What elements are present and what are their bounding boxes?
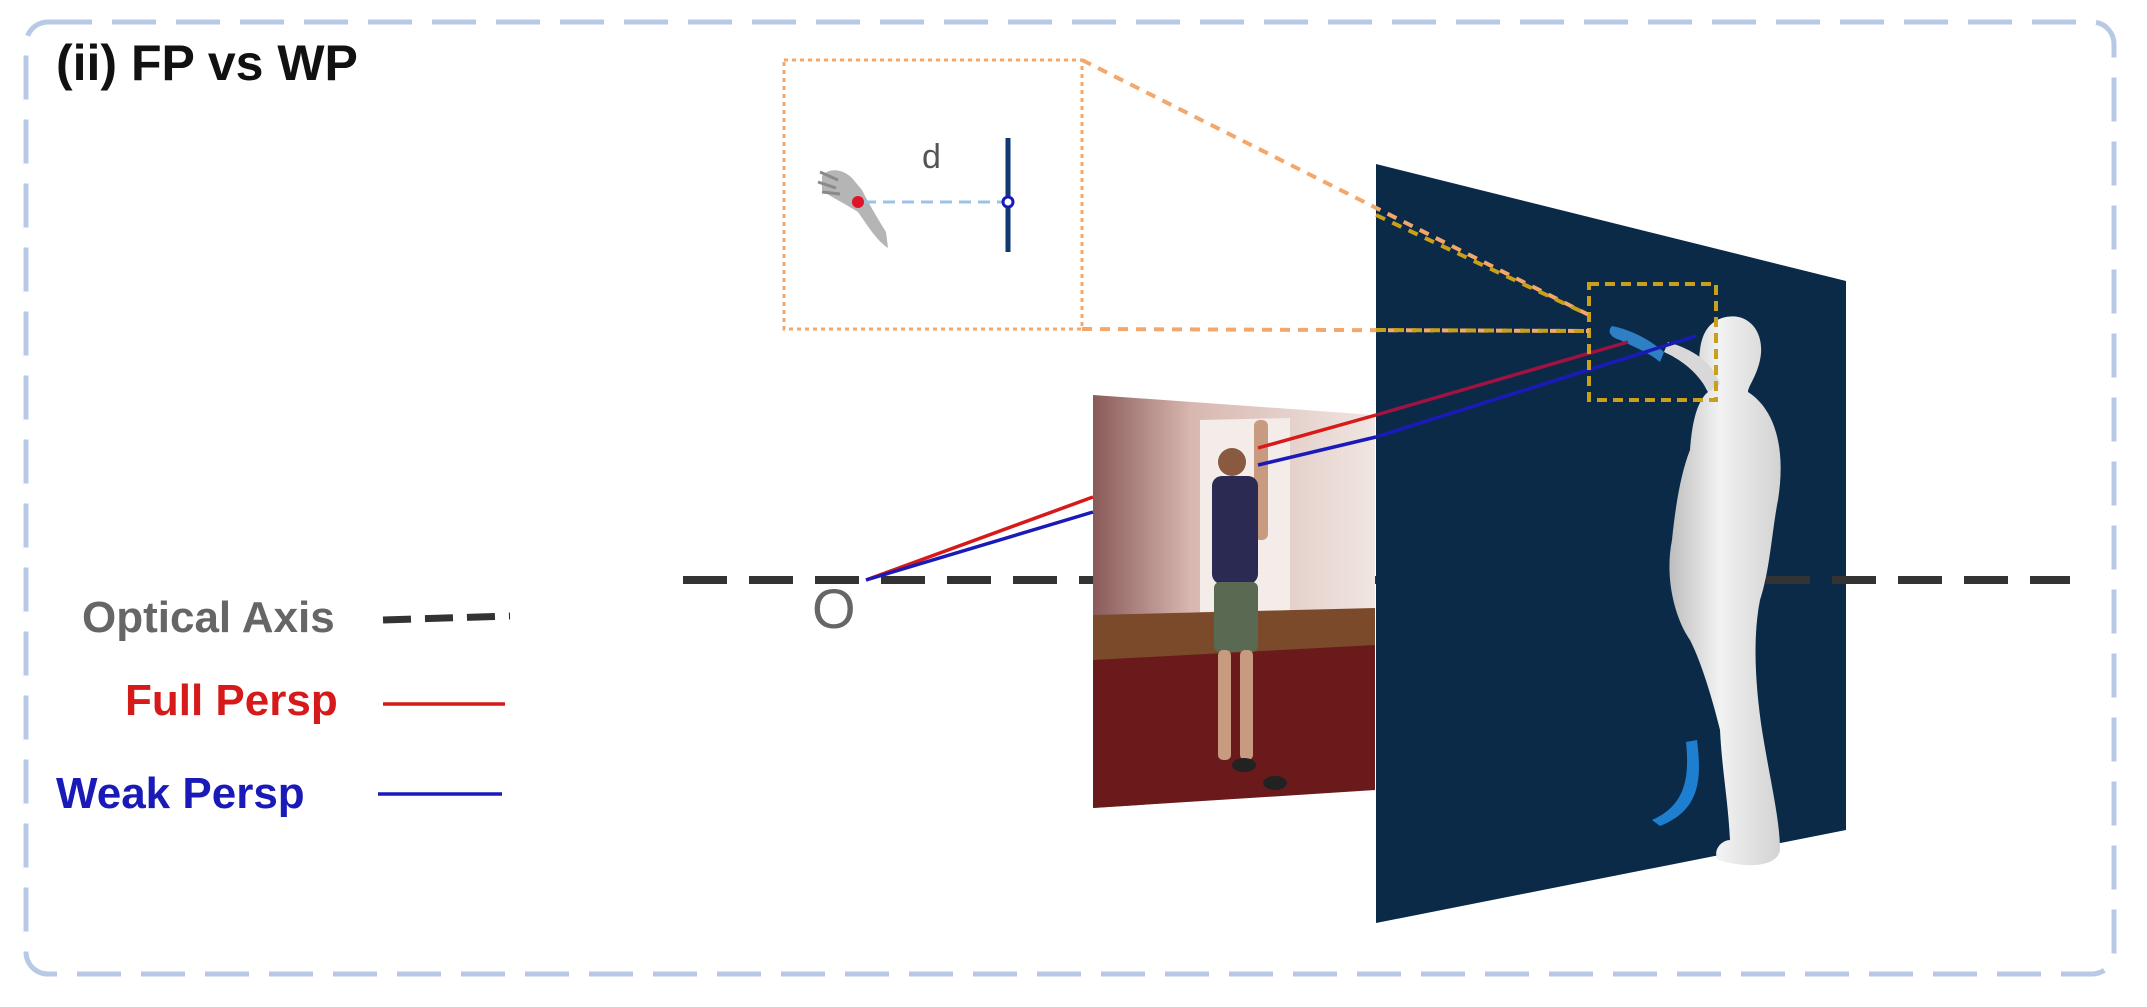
inset-projection-marker [1001, 195, 1015, 209]
legend-weak-persp-label: Weak Persp [56, 769, 305, 818]
legend-optical-axis-swatch [382, 612, 511, 624]
inset-distance-label: d [922, 138, 941, 176]
full-ray-to-wrist [1375, 340, 1629, 417]
person-torso [1212, 476, 1258, 584]
mesh-raised-arm [1664, 342, 1720, 392]
mesh-silhouette [1669, 316, 1781, 866]
legend: Optical Axis Full Persp Weak Persp [56, 593, 511, 818]
person-shorts [1214, 582, 1258, 652]
photo-person [1212, 420, 1287, 790]
legend-full-persp-label: Full Persp [125, 676, 338, 725]
inset-fingers [817, 170, 841, 196]
photo-floor [1093, 640, 1375, 808]
inset-wrist-marker [852, 196, 864, 208]
mesh-blue-leg [1652, 740, 1699, 826]
inset-zoom: d [782, 58, 1084, 331]
person-shoe-left [1232, 758, 1256, 772]
origin-label: O [812, 577, 856, 640]
inset-hand-icon [822, 170, 888, 248]
weak-ray-in-image [1257, 435, 1377, 467]
legend-optical-axis-label: Optical Axis [82, 593, 335, 642]
zoom-connector-top [1081, 58, 1590, 317]
mesh-body [1609, 316, 1781, 866]
panel-title: (ii) FP vs WP [56, 35, 358, 91]
weak-ray-to-image [865, 510, 1094, 582]
zoom-connector-top-overplane [1375, 213, 1590, 317]
weak-ray-to-plane [1375, 334, 1697, 439]
full-persp-rays [865, 340, 1629, 582]
image-plane-photo [1093, 395, 1375, 808]
weak-persp-rays [865, 334, 1697, 582]
full-ray-in-image [1257, 413, 1377, 450]
person-head [1218, 448, 1246, 476]
person-shoe-right [1263, 776, 1287, 790]
mesh-hand [1609, 326, 1664, 362]
person-leg-left [1218, 650, 1231, 760]
zoom-box [1587, 282, 1718, 402]
full-ray-to-image [865, 495, 1094, 582]
person-leg-right [1240, 650, 1253, 760]
